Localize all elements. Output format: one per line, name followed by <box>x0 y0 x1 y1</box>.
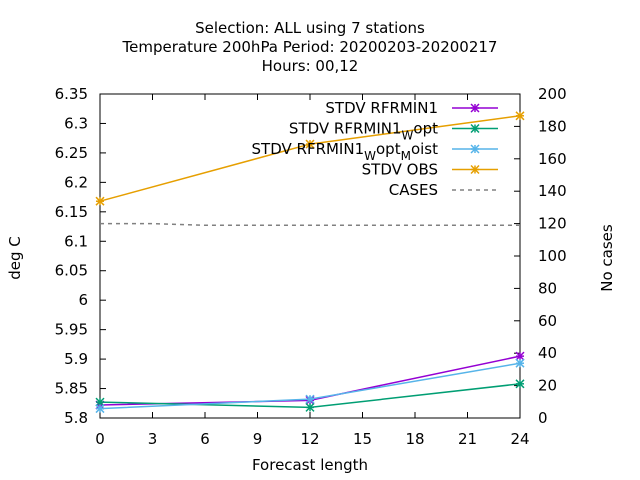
series-3 <box>95 111 525 206</box>
legend-item: STDV OBS <box>362 161 498 179</box>
series-layer <box>95 111 525 414</box>
y2-tick-label: 100 <box>538 247 567 265</box>
title-line-1: Selection: ALL using 7 stations <box>195 19 425 37</box>
y-tick-label: 6.35 <box>55 85 88 103</box>
y-tick-label: 6 <box>78 291 88 309</box>
data-point <box>305 139 315 149</box>
y2-tick-label: 60 <box>538 312 557 330</box>
chart-title: Selection: ALL using 7 stations Temperat… <box>122 19 498 75</box>
x-tick-label: 15 <box>353 430 372 448</box>
y-tick-label: 5.9 <box>64 350 88 368</box>
legend-label: STDV RFRMIN1 <box>325 99 438 117</box>
y-tick-label: 6.2 <box>64 173 88 191</box>
y2-tick-label: 40 <box>538 344 557 362</box>
y2-tick-label: 20 <box>538 377 557 395</box>
y2-tick-label: 180 <box>538 117 567 135</box>
x-tick-label: 0 <box>95 430 105 448</box>
y2-tick-label: 120 <box>538 215 567 233</box>
y-tick-label: 6.05 <box>55 262 88 280</box>
y-tick-label: 5.8 <box>64 409 88 427</box>
series-4 <box>100 222 520 226</box>
legend-item: STDV RFRMIN1WoptMoist <box>252 140 498 163</box>
data-point <box>515 379 525 389</box>
data-point <box>470 144 480 154</box>
legend-label: STDV RFRMIN1WoptMoist <box>252 140 439 163</box>
data-point <box>515 111 525 121</box>
y-tick-label: 6.1 <box>64 232 88 250</box>
x-tick-label: 18 <box>405 430 424 448</box>
legend-label: STDV OBS <box>362 161 438 179</box>
y-tick-label: 6.25 <box>55 144 88 162</box>
series-line <box>100 222 520 226</box>
data-point <box>95 397 105 407</box>
data-point <box>95 404 105 414</box>
legend-item: STDV RFRMIN1Wopt <box>289 120 498 143</box>
legend-item: CASES <box>389 181 498 199</box>
data-point <box>515 358 525 368</box>
y-tick-label: 6.3 <box>64 114 88 132</box>
x-axis-label: Forecast length <box>252 456 368 474</box>
data-point <box>470 164 480 175</box>
x-tick-label: 9 <box>253 430 263 448</box>
y2-tick-label: 0 <box>538 409 548 427</box>
data-point <box>515 351 525 361</box>
legend-label: CASES <box>389 181 438 199</box>
x-tick-label: 6 <box>200 430 210 448</box>
y-tick-label: 5.85 <box>55 380 88 398</box>
y-tick-label: 5.95 <box>55 321 88 339</box>
legend-item: STDV RFRMIN1 <box>325 99 498 117</box>
y-axis-label: deg C <box>6 236 24 280</box>
data-point <box>470 123 480 134</box>
data-point <box>305 402 315 412</box>
series-2 <box>95 358 525 414</box>
y-axis-right: 0 20 40 60 80 100 120 140 160 180 200 <box>514 85 567 427</box>
title-line-3: Hours: 00,12 <box>262 57 359 75</box>
y2-tick-label: 80 <box>538 279 557 297</box>
y2-axis-label: No cases <box>598 224 616 292</box>
data-point <box>305 394 315 404</box>
x-tick-label: 12 <box>300 430 319 448</box>
y2-tick-label: 200 <box>538 85 567 103</box>
data-point <box>95 196 105 206</box>
x-tick-label: 24 <box>510 430 529 448</box>
y-axis-left: 5.8 5.85 5.9 5.95 6 6.05 6.1 6.15 6.2 6.25 6.3 6.35 <box>55 85 106 427</box>
y2-tick-label: 160 <box>538 150 567 168</box>
series-1 <box>95 379 525 412</box>
y-tick-label: 6.15 <box>55 203 88 221</box>
x-tick-label: 21 <box>458 430 477 448</box>
legend-label: STDV RFRMIN1Wopt <box>289 120 438 143</box>
title-line-2: Temperature 200hPa Period: 20200203-2020… <box>122 38 498 56</box>
x-axis: 0 3 6 9 12 15 18 21 24 <box>95 94 530 448</box>
y2-tick-label: 140 <box>538 182 567 200</box>
data-point <box>470 103 480 113</box>
x-tick-label: 3 <box>148 430 158 448</box>
